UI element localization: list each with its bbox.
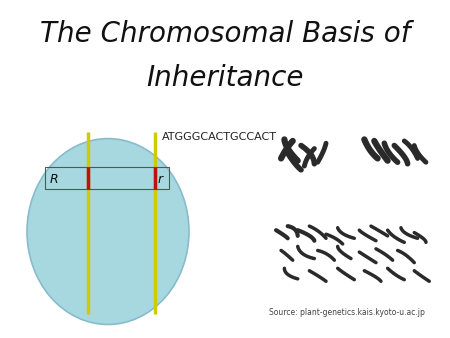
Text: R: R xyxy=(50,173,58,186)
Text: The Chromosomal Basis of: The Chromosomal Basis of xyxy=(40,20,410,48)
Text: Source: plant-genetics.kais.kyoto-u.ac.jp: Source: plant-genetics.kais.kyoto-u.ac.j… xyxy=(269,308,424,317)
Ellipse shape xyxy=(27,139,189,324)
Text: Inheritance: Inheritance xyxy=(146,64,304,92)
Text: r: r xyxy=(157,173,162,186)
Text: ATGGGCACTGCCACT: ATGGGCACTGCCACT xyxy=(162,132,277,142)
Bar xyxy=(45,167,169,189)
